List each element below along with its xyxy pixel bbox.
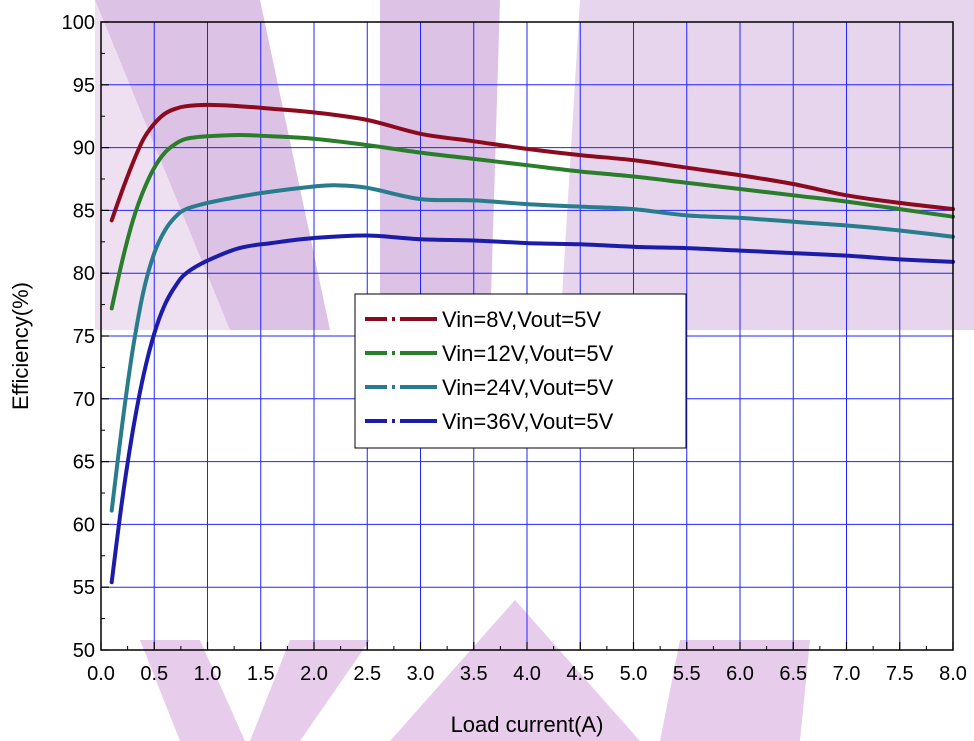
x-tick-label: 5.5	[673, 663, 701, 685]
legend-label: Vin=36V,Vout=5V	[442, 409, 614, 434]
legend: Vin=8V,Vout=5V Vin=12V,Vout=5V Vin=24V,Vou…	[354, 293, 687, 449]
legend-label: Vin=8V,Vout=5V	[442, 307, 601, 332]
x-tick-label: 5.0	[620, 663, 648, 685]
legend-label: Vin=12V,Vout=5V	[442, 341, 614, 366]
y-tick-label: 90	[73, 138, 95, 160]
y-tick-label: 70	[73, 389, 95, 411]
grid-lines	[101, 22, 953, 650]
x-tick-label: 3.0	[407, 663, 435, 685]
series-line-1	[109, 102, 955, 223]
legend-item-2: Vin=12V,Vout=5V	[365, 341, 614, 366]
y-tick-label: 100	[62, 12, 95, 34]
x-tick-label: 3.5	[460, 663, 488, 685]
series-lines	[109, 102, 955, 585]
y-axis-label: Efficiency(%)	[8, 282, 33, 410]
x-tick-label: 1.0	[194, 663, 222, 685]
series-line-3	[109, 183, 955, 513]
y-tick-labels: 50 55 60 65 70 75 80 85 90 95 100	[62, 12, 95, 662]
legend-item-1: Vin=8V,Vout=5V	[365, 307, 601, 332]
legend-label: Vin=24V,Vout=5V	[442, 375, 614, 400]
legend-item-3: Vin=24V,Vout=5V	[365, 375, 614, 400]
plot-frame	[100, 21, 954, 651]
y-tick-label: 50	[73, 640, 95, 662]
y-tick-label: 80	[73, 263, 95, 285]
x-tick-label: 4.0	[513, 663, 541, 685]
y-tick-label: 60	[73, 514, 95, 536]
y-tick-label: 85	[73, 200, 95, 222]
x-tick-label: 8.0	[939, 663, 967, 685]
x-tick-label: 7.0	[833, 663, 861, 685]
x-tick-label: 7.5	[886, 663, 914, 685]
series-line-2	[109, 133, 955, 311]
x-tick-label: 6.5	[779, 663, 807, 685]
series-line-4	[109, 233, 955, 585]
y-tick-label: 95	[73, 75, 95, 97]
x-tick-label: 4.5	[566, 663, 594, 685]
x-tick-label: 1.5	[247, 663, 275, 685]
x-tick-labels: 0.0 0.5 1.0 1.5 2.0 2.5 3.0 3.5 4.0 4.5 5.0 5.5 6.0 6…	[87, 663, 967, 685]
y-tick-label: 55	[73, 577, 95, 599]
legend-item-4: Vin=36V,Vout=5V	[365, 409, 614, 434]
x-axis-label: Load current(A)	[451, 712, 604, 737]
y-tick-label: 75	[73, 326, 95, 348]
x-tick-label: 2.0	[300, 663, 328, 685]
y-tick-label: 65	[73, 452, 95, 474]
x-tick-label: 0.0	[87, 663, 115, 685]
x-tick-label: 2.5	[353, 663, 381, 685]
x-tick-label: 0.5	[140, 663, 168, 685]
x-tick-label: 6.0	[726, 663, 754, 685]
